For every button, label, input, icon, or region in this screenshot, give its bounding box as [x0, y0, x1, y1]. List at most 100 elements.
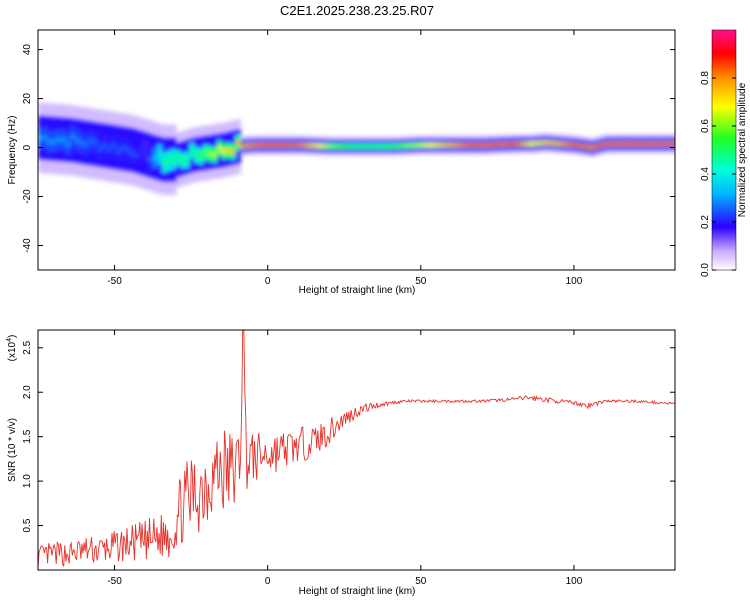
heat-cell-core	[139, 146, 145, 151]
heat-cell-core	[212, 152, 219, 157]
spectrogram-y-tick-label: 40	[22, 44, 33, 56]
heat-cell-core	[70, 134, 76, 139]
heat-cell-core	[102, 143, 108, 148]
spectrogram-y-ticks: -40 -20 0 20 40	[22, 44, 675, 253]
snr-scale-label: (x104)	[6, 335, 18, 362]
colorbar-tick-label: 0.8	[700, 71, 711, 85]
heat-cell-core	[382, 144, 389, 149]
heat-cell-core	[125, 147, 131, 152]
heat-cell-core	[437, 143, 444, 148]
heat-cell-core	[166, 158, 173, 163]
heat-cell-core	[529, 141, 536, 146]
heat-cell-core	[203, 150, 209, 155]
heat-cell-core	[524, 141, 531, 146]
heat-cell-core	[469, 143, 476, 148]
snr-y-tick-label: 0.5	[22, 518, 33, 532]
heat-cell-core	[442, 143, 448, 148]
heat-cell-core	[267, 143, 274, 148]
heat-cell-core	[171, 157, 177, 162]
spectrogram-x-tick-label: -50	[107, 276, 122, 287]
heat-cell-core	[589, 145, 595, 150]
snr-scale-exponent: 4	[6, 338, 13, 342]
heat-cell-core	[263, 143, 269, 148]
heat-cell-core	[598, 143, 605, 148]
heat-cell-core	[345, 144, 352, 149]
heat-cell-core	[221, 149, 228, 154]
heat-cell-core	[377, 144, 384, 149]
heat-cell-core	[322, 144, 329, 149]
heat-cell-core	[635, 141, 641, 146]
heat-cell-core	[511, 141, 517, 146]
snr-scale-prefix: (x10	[7, 341, 18, 361]
heat-cell-core	[134, 153, 141, 158]
heat-cell-core	[359, 144, 366, 149]
heat-cell-core	[299, 143, 306, 148]
heat-cell-core	[515, 141, 522, 146]
heat-cell-core	[295, 143, 301, 148]
heat-cell-core	[83, 142, 90, 147]
heat-cell-core	[671, 141, 675, 146]
heat-cell-core	[240, 144, 246, 149]
heat-cell-core	[258, 143, 265, 148]
heat-cell-core	[143, 147, 150, 152]
heat-cell-core	[474, 143, 480, 148]
snr-series-line	[38, 330, 675, 568]
heat-cell-core	[79, 140, 85, 145]
heat-cell-core	[42, 135, 49, 140]
snr-x-tick-label: -50	[107, 576, 122, 587]
chart-title: C2E1.2025.238.23.25.R07	[280, 3, 434, 18]
heat-cell-core	[465, 143, 471, 148]
heat-cell-core	[626, 141, 632, 146]
heat-cell-core	[456, 143, 462, 148]
spectrogram-ylabel: Frequency (Hz)	[7, 116, 18, 185]
heat-cell-core	[189, 148, 196, 153]
heat-cell-core	[506, 142, 513, 147]
heat-cell-core	[557, 141, 563, 146]
heat-cell-core	[253, 143, 260, 148]
heat-cell-core	[157, 152, 164, 157]
snr-y-tick-label: 2.5	[22, 340, 33, 354]
heat-cell-core	[396, 144, 402, 149]
colorbar-gradient	[711, 29, 737, 271]
heat-cell-core	[290, 143, 297, 148]
spectrogram-heatmap	[38, 102, 675, 196]
snr-x-tick-label: 0	[265, 576, 271, 587]
heat-cell-core	[341, 144, 347, 149]
heat-cell-core	[120, 145, 127, 150]
heat-cell-core	[534, 141, 540, 146]
heat-cell-core	[354, 144, 361, 149]
heat-cell-core	[304, 143, 311, 148]
heat-cell-core	[566, 142, 572, 147]
snr-scale-suffix: )	[7, 335, 18, 338]
heat-cell-core	[630, 141, 637, 146]
snr-x-tick-label: 100	[566, 576, 583, 587]
heat-cell-core	[129, 151, 136, 156]
heat-cell-core	[51, 139, 58, 144]
heat-cell-core	[570, 142, 577, 147]
heat-cell-core	[56, 137, 62, 142]
snr-y-ticks: 0.5 1.0 1.5 2.0 2.5	[22, 340, 675, 533]
heat-cell-core	[281, 143, 288, 148]
heat-cell-core	[286, 143, 292, 148]
snr-y-tick-label: 2.0	[22, 385, 33, 399]
heat-cell-core	[88, 138, 95, 143]
spectrogram-y-tick-label: 0	[22, 144, 33, 150]
colorbar-label: Normalized spectral amplitude	[737, 82, 748, 217]
heat-cell-core	[387, 144, 393, 149]
heat-cell-core	[644, 141, 650, 146]
heat-cell-core	[249, 143, 255, 148]
heat-cell-core	[547, 141, 554, 145]
heat-cell-core	[272, 143, 278, 148]
heat-cell-core	[235, 140, 242, 145]
heat-cell-core	[479, 143, 485, 148]
spectrogram-panel: -50 0 50 100 -40 -20 0 20 40 Height of straight…	[7, 29, 676, 296]
heat-cell-core	[410, 143, 416, 148]
heat-cell-core	[552, 141, 559, 146]
heat-cell-core	[400, 143, 407, 148]
heat-cell-core	[148, 157, 154, 162]
heat-cell-core	[207, 151, 214, 156]
colorbar-ticks: 0.0 0.2 0.4 0.6 0.8	[700, 71, 736, 277]
snr-panel: -50 0 50 100 0.5 1.0 1.5 2.0 2.5 Height of stra…	[6, 329, 676, 597]
heat-cell-core	[648, 141, 655, 146]
